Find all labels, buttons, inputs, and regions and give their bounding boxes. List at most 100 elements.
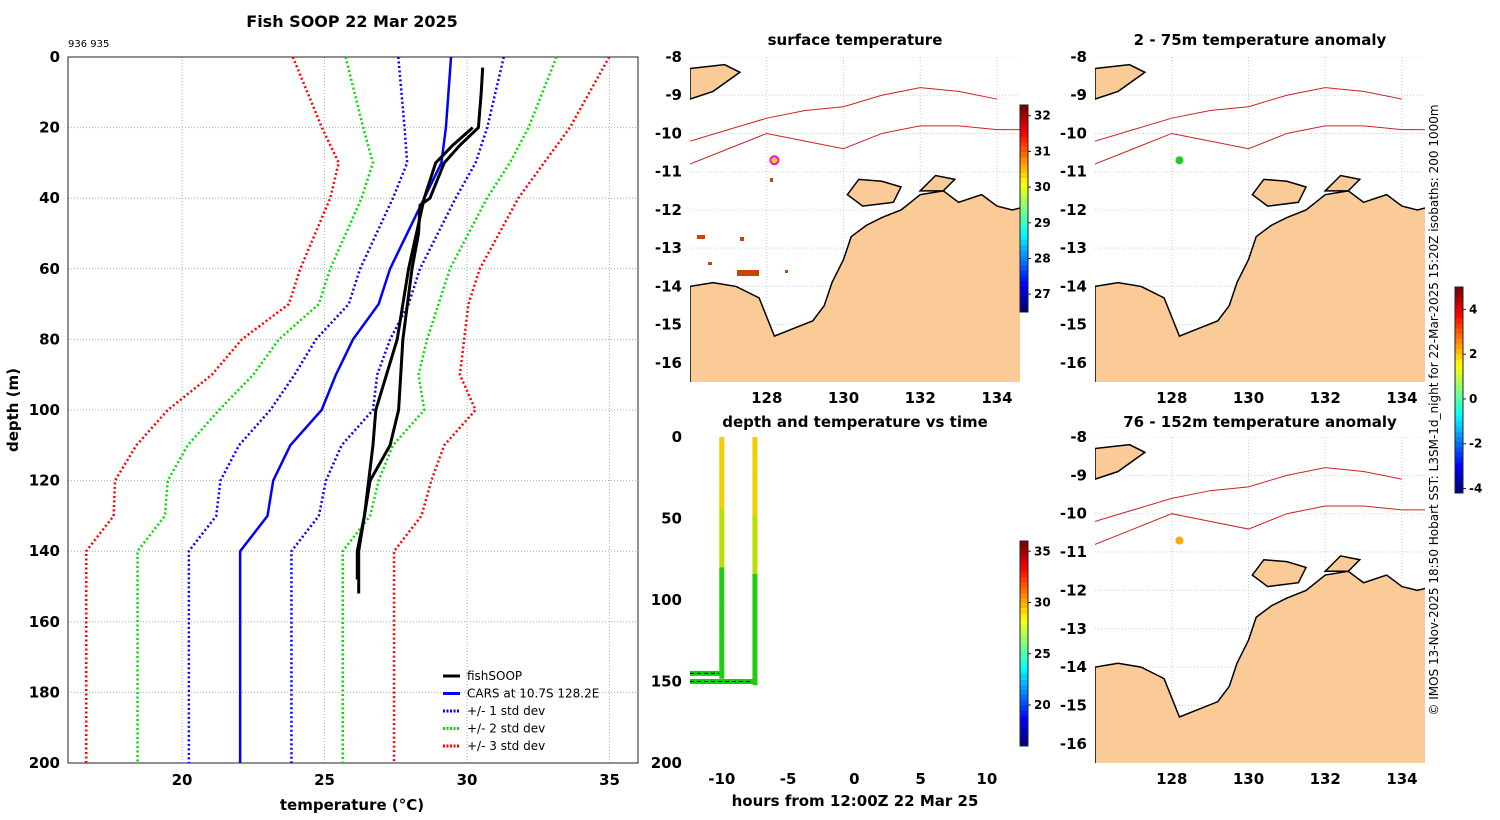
colorbar-segment — [1455, 436, 1463, 442]
colorbar-segment — [1020, 571, 1028, 578]
colorbar-segment — [1020, 177, 1028, 184]
lat-tick-label: -8 — [1070, 48, 1087, 66]
colorbar-segment — [1020, 638, 1028, 644]
anomaly-deep-title: 76 - 152m temperature anomaly — [1123, 413, 1397, 431]
colorbar-segment — [1455, 395, 1463, 401]
colorbar-segment — [1455, 441, 1463, 448]
cast-track-point — [719, 600, 725, 608]
colorbar-segment — [1020, 208, 1028, 215]
colorbar-segment — [1020, 541, 1028, 547]
cast-track-point — [719, 567, 725, 575]
colorbar-segment — [1455, 462, 1463, 468]
axes-box — [67, 56, 639, 764]
lat-tick-label: -15 — [655, 316, 682, 334]
legend-label: CARS at 10.7S 128.2E — [467, 687, 599, 701]
cast-track-point — [752, 463, 758, 471]
anomaly-shallow-title: 2 - 75m temperature anomaly — [1134, 31, 1387, 49]
tiwi-islands — [1251, 178, 1308, 207]
cast-track-point — [752, 521, 758, 529]
colorbar-segment — [1020, 633, 1028, 639]
colorbar-segment — [1020, 679, 1028, 685]
colorbar-segment — [1020, 265, 1028, 272]
fishsoop-line — [357, 67, 485, 594]
land — [690, 190, 1020, 382]
colorbar-segment — [1020, 617, 1028, 624]
colorbar-segment — [1020, 234, 1028, 241]
lat-tick-label: -10 — [1060, 505, 1087, 523]
colorbar-segment — [1020, 658, 1028, 665]
colorbar-tick-label: 30 — [1034, 596, 1051, 610]
lon-tick-label: 130 — [828, 389, 859, 407]
lat-tick-label: -11 — [1060, 543, 1087, 561]
timor-island — [1095, 443, 1147, 480]
colorbar-segment — [1020, 628, 1028, 634]
colorbar-segment — [1020, 115, 1028, 122]
lon-tick-label: 132 — [905, 389, 936, 407]
sst-patch — [740, 237, 744, 241]
colorbar-segment — [1020, 229, 1028, 235]
legend-label: +/- 3 std dev — [467, 739, 545, 753]
colorbar-segment — [1020, 576, 1028, 583]
lat-tick-label: -10 — [1060, 124, 1087, 142]
cast-track-point — [719, 560, 725, 568]
isobath-line — [690, 87, 998, 142]
cast-track-point — [719, 671, 725, 679]
x-tick-label: 0 — [849, 770, 859, 788]
colorbar-segment — [1020, 182, 1028, 189]
cast-track-point — [719, 619, 725, 627]
lat-tick-label: -13 — [1060, 620, 1087, 638]
colorbar-segment — [1455, 364, 1463, 370]
colorbar-segment — [1455, 333, 1463, 339]
colorbar-segment — [1455, 467, 1463, 473]
colorbar-segment — [1020, 566, 1028, 573]
std-dev-2-line — [341, 56, 558, 763]
legend-label: fishSOOP — [467, 669, 522, 683]
colorbar-segment — [1455, 420, 1463, 427]
map-panel: -8 -9 -10 -11 -12 -13 -14 -15 -16 128 130 132 134 — [655, 48, 1020, 407]
cast-track-point — [752, 632, 758, 640]
lat-tick-label: -9 — [1070, 466, 1087, 484]
isobath-line — [1095, 87, 1403, 142]
y-tick-label: 160 — [29, 613, 60, 631]
legend: fishSOOP CARS at 10.7S 128.2E +/- 1 std de… — [443, 669, 599, 753]
colorbar-segment — [1020, 187, 1028, 194]
profile-title: Fish SOOP 22 Mar 2025 — [246, 12, 457, 31]
cast-track-point — [719, 469, 725, 477]
cast-track-point — [752, 560, 758, 568]
map-panel: -8 -9 -10 -11 -12 -13 -14 -15 -16 128 130 132 134 — [1060, 428, 1425, 788]
cast-track-point — [752, 593, 758, 601]
cast-track-point — [752, 658, 758, 666]
sst-patch — [785, 270, 788, 273]
cast-track-point — [752, 600, 758, 608]
colorbar-segment — [1455, 348, 1463, 355]
colorbar-frame — [1019, 540, 1029, 747]
colorbar-segment — [1020, 694, 1028, 701]
y-tick-label: 140 — [29, 542, 60, 560]
colorbar-segment — [1020, 674, 1028, 680]
colorbar-segment — [1020, 136, 1028, 142]
lat-tick-label: -14 — [1060, 277, 1087, 295]
depth-time-xlabel: hours from 12:00Z 22 Mar 25 — [732, 792, 979, 810]
profile-xlabel: temperature (°C) — [280, 796, 424, 814]
colorbar-segment — [1020, 224, 1028, 230]
lat-tick-label: -12 — [655, 201, 682, 219]
cast-track-point — [719, 437, 725, 445]
y-tick-label: 40 — [39, 189, 60, 207]
cast-track-point — [752, 665, 758, 673]
cast-track-point — [719, 489, 725, 497]
cast-track-point — [752, 450, 758, 458]
colorbar-segment — [1020, 602, 1028, 609]
colorbar-segment — [1020, 551, 1028, 557]
cast-track-point — [719, 586, 725, 594]
cast-track-point — [719, 528, 725, 536]
colorbar-segment — [1455, 328, 1463, 334]
cast-track-point — [752, 476, 758, 484]
colorbar-segment — [1020, 607, 1028, 614]
cast-track-point — [752, 541, 758, 549]
colorbar-segment — [1020, 720, 1028, 726]
cobourg-peninsula — [1323, 555, 1362, 572]
lat-tick-label: -15 — [1060, 316, 1087, 334]
map-panel: -8 -9 -10 -11 -12 -13 -14 -15 -16 128 130 132 134 — [1060, 48, 1425, 407]
cast-track-point — [719, 645, 725, 653]
cast-track-point — [752, 495, 758, 503]
